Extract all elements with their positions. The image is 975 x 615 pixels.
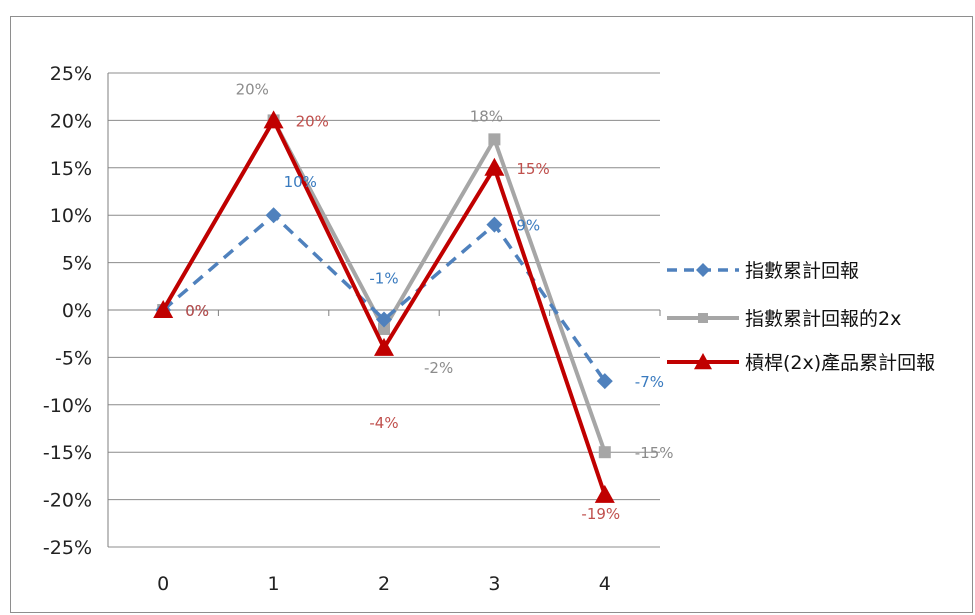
y-tick-label: -15% [43, 442, 92, 464]
legend-item: 指數累計回報 [667, 260, 859, 282]
data-label: 0% [185, 302, 209, 320]
x-tick-label: 2 [378, 573, 390, 595]
y-tick-label: -5% [55, 347, 92, 369]
data-label: -4% [369, 414, 398, 432]
y-tick-label: 0% [62, 300, 92, 322]
y-tick-label: -20% [43, 490, 92, 512]
square-marker [488, 133, 501, 146]
gridlines [108, 72, 660, 548]
square-marker [378, 322, 390, 335]
y-axis: 25% 20% 15% 10% 5% 0% -5% -10% -15% -20% -25% [43, 63, 109, 559]
legend-label: 槓桿(2x)產品累計回報 [745, 352, 935, 374]
data-label: -2% [424, 359, 453, 377]
data-label: -19% [581, 505, 620, 523]
data-label: 0% [185, 302, 209, 320]
diamond-marker [696, 263, 710, 277]
data-label: -15% [635, 444, 674, 462]
legend-label: 指數累計回報 [745, 260, 859, 282]
x-tick-label: 1 [268, 573, 280, 595]
y-tick-label: 25% [50, 63, 92, 85]
triangle-marker [263, 110, 284, 129]
triangle-marker [374, 337, 394, 356]
triangle-marker [594, 484, 615, 503]
legend-item: 槓桿(2x)產品累計回報 [667, 352, 935, 374]
y-tick-label: -10% [43, 395, 92, 417]
y-tick-label: 15% [50, 158, 92, 180]
data-label: 0% [185, 302, 209, 320]
y-tick-label: 5% [62, 253, 92, 275]
diamond-marker [265, 207, 282, 224]
data-label: -7% [635, 373, 664, 391]
data-label: 20% [296, 112, 329, 130]
diamond-marker [376, 311, 392, 328]
x-tick-label: 3 [488, 573, 500, 595]
data-label: 10% [284, 173, 317, 191]
data-label: 18% [470, 107, 503, 125]
data-label: 9% [516, 217, 540, 235]
series-layer [153, 110, 615, 503]
x-tick-label: 4 [599, 573, 611, 595]
y-tick-label: -25% [43, 537, 92, 559]
data-labels: 0%10%-1%9%-7%0%20%-2%18%-15%0%20%-4%15%-… [185, 80, 673, 522]
diamond-marker [596, 373, 613, 390]
legend-label: 指數累計回報的2x [745, 308, 901, 330]
square-marker [698, 313, 708, 323]
x-tick-label: 0 [157, 573, 169, 595]
y-tick-label: 20% [50, 110, 92, 132]
triangle-marker [694, 353, 712, 370]
diamond-marker [486, 216, 503, 233]
legend-item: 指數累計回報的2x [667, 308, 901, 330]
triangle-marker [484, 157, 505, 176]
y-tick-label: 10% [50, 205, 92, 227]
data-label: 15% [516, 160, 549, 178]
square-marker [598, 446, 611, 459]
data-label: -1% [369, 269, 398, 287]
x-axis: 0 1 2 3 4 [107, 310, 661, 595]
data-label: 20% [236, 80, 269, 98]
triangle-marker [153, 300, 174, 318]
